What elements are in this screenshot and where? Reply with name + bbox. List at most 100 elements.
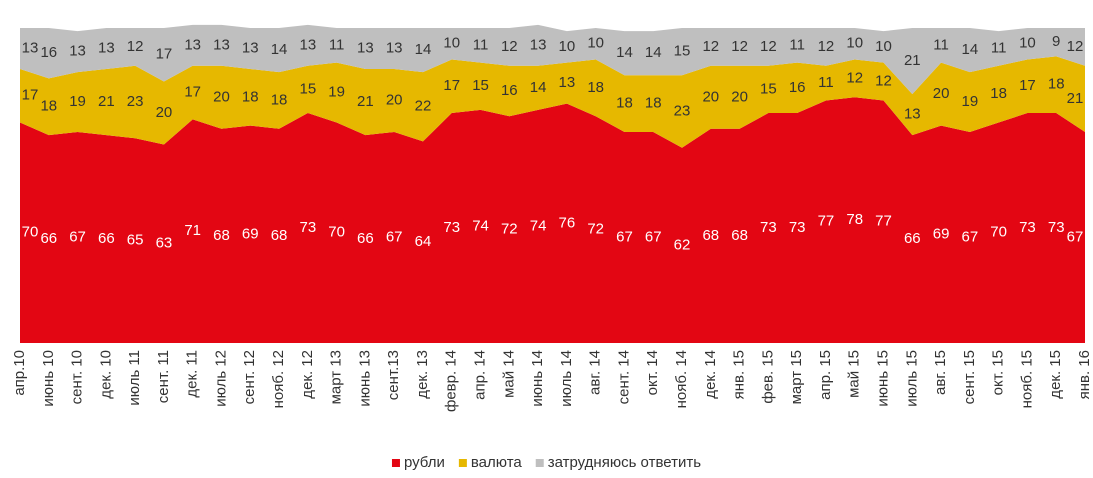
value-label: 13 [357,39,374,56]
value-label: 73 [299,219,316,236]
value-label: 76 [559,214,576,231]
value-label: 10 [846,35,863,52]
value-label: 69 [933,225,950,242]
x-tick-label: дек. 15 [1047,350,1064,399]
value-label: 17 [156,46,173,63]
value-label: 21 [904,52,921,69]
area [20,97,1085,343]
value-label: 67 [386,228,403,245]
value-label: 20 [213,88,230,105]
value-label: 13 [559,74,576,91]
x-tick-label: дек. 10 [97,350,114,399]
value-label: 14 [962,41,979,58]
value-label: 12 [760,38,777,55]
value-label: 20 [386,91,403,108]
value-label: 17 [1019,77,1036,94]
value-label: 73 [443,219,460,236]
value-label: 12 [1067,38,1084,55]
value-label: 11 [818,74,834,91]
value-label: 19 [328,84,345,101]
value-label: 13 [213,36,230,53]
value-label: 15 [760,80,777,97]
x-tick-label: окт. 14 [644,350,661,395]
x-tick-label: май 14 [500,350,517,398]
value-label: 17 [22,87,39,104]
value-label: 15 [299,80,316,97]
x-tick-label: июль 14 [558,350,575,407]
x-tick-label: июнь 10 [40,350,57,407]
x-tick-label: нояб. 14 [673,350,690,408]
value-label: 17 [184,84,201,101]
x-tick-label: июль 11 [126,350,143,406]
x-tick-label: февр. 14 [443,350,460,412]
value-label: 72 [587,221,604,238]
value-label: 18 [587,79,604,96]
value-label: 10 [443,35,460,52]
area [20,56,1085,148]
value-label: 70 [328,224,345,241]
x-tick-label: авг. 15 [932,350,949,395]
legend: рубли валюта затрудняюсь ответить [391,454,701,471]
x-tick-label: нояб. 12 [270,350,287,408]
value-label: 13 [386,39,403,56]
value-label: 64 [415,233,432,250]
x-tick-label: окт. 15 [990,350,1007,395]
value-label: 18 [1048,76,1065,93]
value-label: 15 [472,77,489,94]
value-label: 66 [904,230,921,247]
value-label: 16 [789,79,806,96]
x-tick-label: апр. 15 [817,350,834,400]
x-tick-label: дек. 14 [702,350,719,399]
x-tick-label: июль 15 [903,350,920,407]
value-label: 21 [357,93,374,110]
value-label: 12 [127,38,144,55]
value-label: 71 [184,222,201,239]
legend-swatch [458,459,467,467]
value-label: 12 [818,38,835,55]
x-tick-label: март 13 [328,350,345,404]
value-label: 21 [1067,90,1084,107]
value-label: 68 [702,227,719,244]
x-tick-label: май 15 [846,350,863,398]
value-label: 67 [1067,228,1084,245]
value-label: 68 [213,227,230,244]
x-tick-label: сент. 12 [241,350,258,404]
value-label: 18 [40,98,57,115]
value-label: 11 [933,36,949,53]
x-tick-label: нояб. 15 [1018,350,1035,408]
value-label: 14 [271,41,288,58]
value-label: 63 [156,235,173,252]
value-label: 14 [645,44,662,61]
value-label: 11 [329,36,345,53]
value-label: 18 [616,95,633,112]
x-tick-label: июль 12 [212,350,229,407]
value-label: 16 [40,44,57,61]
value-label: 66 [40,230,57,247]
value-label: 21 [98,93,115,110]
legend-label: рубли [404,454,445,471]
x-tick-label: сент.13 [385,350,402,400]
value-label: 12 [702,38,719,55]
x-tick-label: янв. 15 [731,350,748,399]
value-label: 13 [22,39,39,56]
value-label: 9 [1052,33,1060,50]
value-label: 68 [731,227,748,244]
value-label: 65 [127,232,144,249]
value-label: 11 [991,39,1007,56]
value-label: 69 [242,225,259,242]
value-label: 14 [616,44,633,61]
x-tick-label: сент. 10 [69,350,86,404]
legend-label: затрудняюсь ответить [548,454,701,471]
legend-swatch [535,459,544,467]
x-tick-label: апр. 14 [472,350,489,400]
value-label: 11 [789,36,805,53]
value-label: 17 [443,77,460,94]
value-label: 72 [501,221,518,238]
value-label: 12 [731,38,748,55]
value-label: 18 [645,95,662,112]
legend-swatch [391,459,400,467]
value-label: 77 [875,213,892,230]
value-label: 13 [904,106,921,123]
value-label: 70 [990,224,1007,241]
value-label: 20 [156,104,173,121]
